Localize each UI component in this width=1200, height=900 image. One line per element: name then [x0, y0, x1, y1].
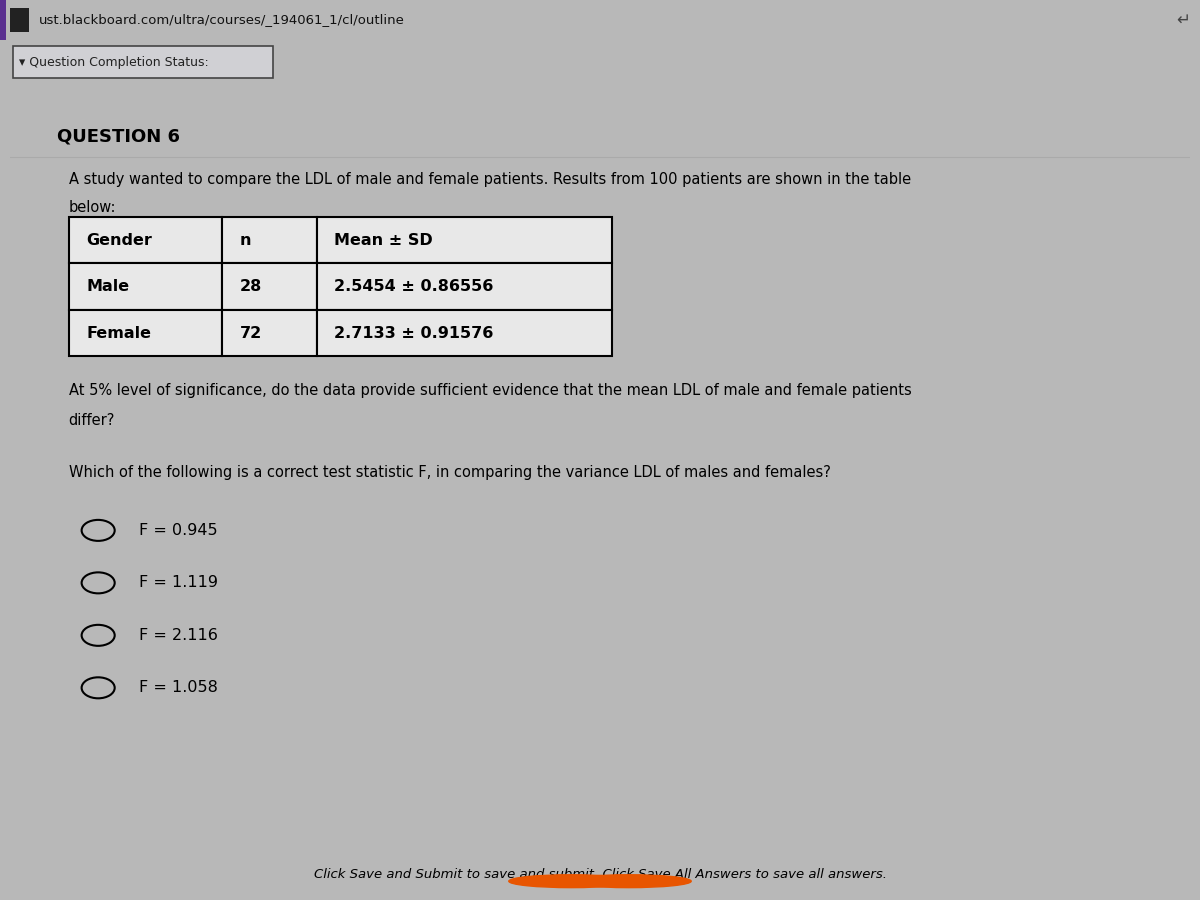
Bar [10, 8, 29, 32]
Text: F = 1.058: F = 1.058 [139, 680, 218, 696]
Text: ↵: ↵ [1176, 11, 1190, 29]
Text: Mean ± SD: Mean ± SD [335, 233, 433, 248]
Text: below:: below: [68, 200, 116, 215]
Text: QUESTION 6: QUESTION 6 [56, 127, 180, 145]
Bar [317, 217, 612, 264]
Bar [222, 310, 317, 356]
Text: At 5% level of significance, do the data provide sufficient evidence that the me: At 5% level of significance, do the data… [68, 382, 911, 398]
Bar [0, 0, 6, 40]
Text: A study wanted to compare the LDL of male and female patients. Results from 100 : A study wanted to compare the LDL of mal… [68, 172, 911, 187]
Bar [68, 310, 222, 356]
Text: F = 1.119: F = 1.119 [139, 575, 218, 590]
Text: Which of the following is a correct test statistic F, in comparing the variance : Which of the following is a correct test… [68, 465, 830, 481]
Text: differ?: differ? [68, 413, 115, 428]
Text: 28: 28 [240, 279, 262, 294]
Circle shape [566, 875, 691, 887]
Text: ▾ Question Completion Status:: ▾ Question Completion Status: [19, 56, 209, 68]
Circle shape [509, 875, 634, 887]
Text: F = 0.945: F = 0.945 [139, 523, 218, 538]
Text: Male: Male [86, 279, 130, 294]
Bar [222, 217, 317, 264]
Text: 2.7133 ± 0.91576: 2.7133 ± 0.91576 [335, 326, 493, 341]
Text: ust.blackboard.com/ultra/courses/_194061_1/cl/outline: ust.blackboard.com/ultra/courses/_194061… [38, 14, 404, 26]
FancyBboxPatch shape [13, 46, 272, 78]
Bar [317, 264, 612, 310]
Bar [317, 310, 612, 356]
Bar [222, 264, 317, 310]
Text: 72: 72 [240, 326, 262, 341]
Text: Click Save and Submit to save and submit. Click Save All Answers to save all ans: Click Save and Submit to save and submit… [313, 868, 887, 881]
Text: Gender: Gender [86, 233, 152, 248]
Bar [68, 217, 222, 264]
Bar [68, 264, 222, 310]
Text: n: n [240, 233, 251, 248]
Text: Female: Female [86, 326, 151, 341]
Text: 2.5454 ± 0.86556: 2.5454 ± 0.86556 [335, 279, 493, 294]
Text: F = 2.116: F = 2.116 [139, 628, 218, 643]
